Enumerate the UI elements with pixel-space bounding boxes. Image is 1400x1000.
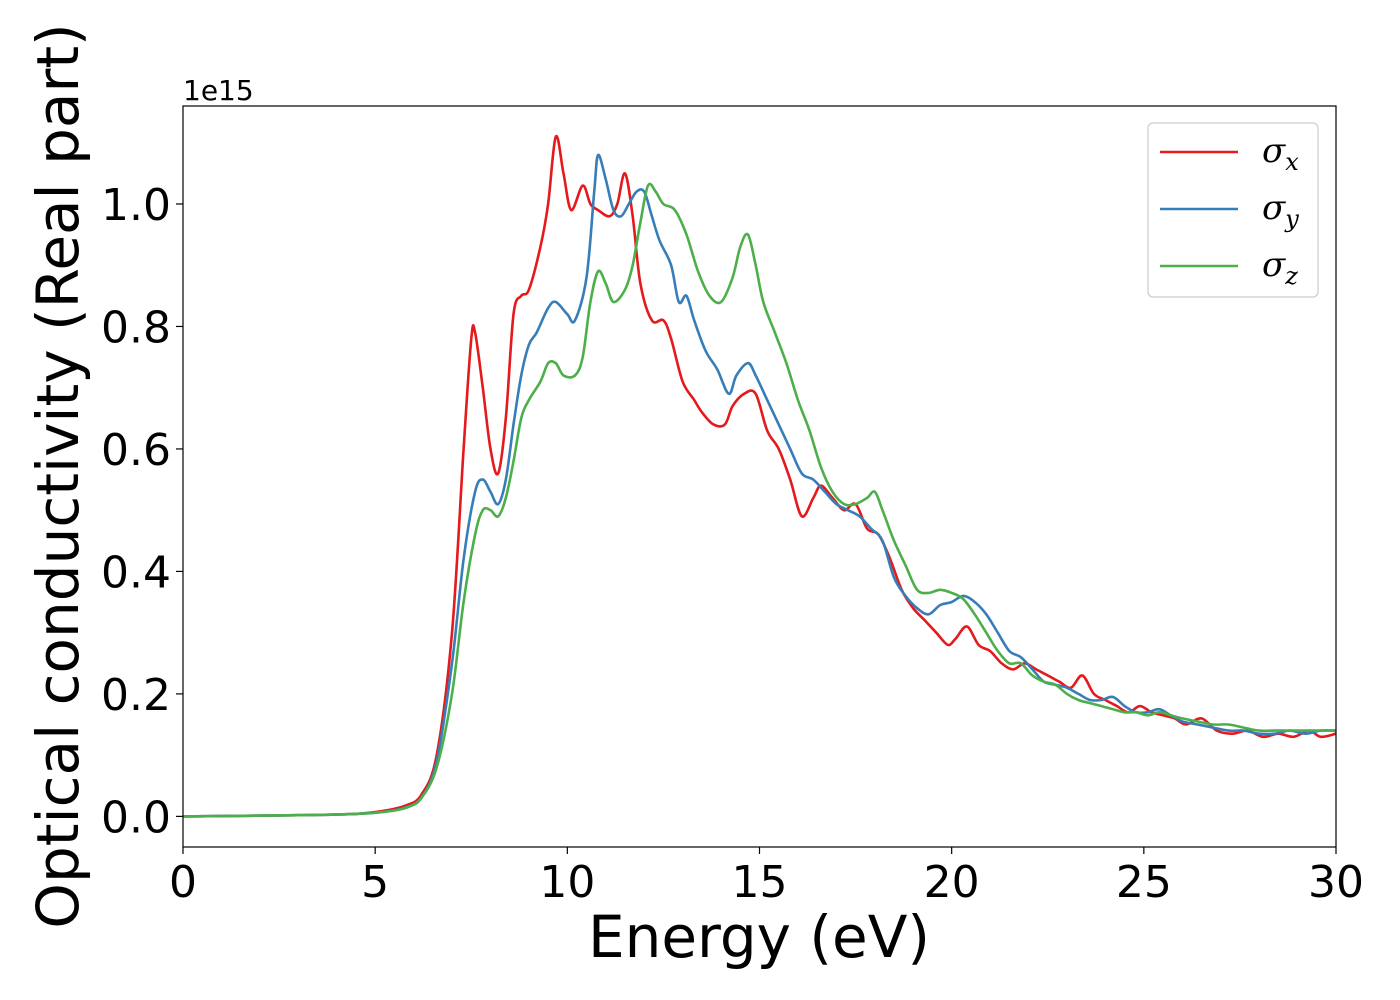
x-axis-title: Energy (eV) [588, 903, 930, 971]
y-tick-label: 0.2 [101, 670, 171, 721]
x-tick-label: 0 [169, 857, 197, 908]
x-tick-label: 15 [732, 857, 788, 908]
x-tick-label: 20 [924, 857, 980, 908]
series-line-y [182, 153, 1337, 818]
x-axis-ticks: 0 5 10 15 20 25 30 [169, 847, 1364, 908]
y-axis-title: Optical conductivity (Real part) [24, 23, 92, 928]
series-layer [182, 134, 1337, 818]
x-tick-label: 25 [1116, 857, 1172, 908]
y-offset-label: 1e15 [183, 74, 254, 107]
x-tick-label: 5 [361, 857, 389, 908]
y-tick-label: 0.4 [101, 547, 171, 598]
y-axis-ticks: 0.0 0.2 0.4 0.6 0.8 1.0 [101, 180, 183, 843]
x-tick-label: 10 [539, 857, 595, 908]
plot-area [183, 106, 1336, 847]
y-tick-label: 0.6 [101, 425, 171, 476]
y-tick-label: 0.8 [101, 302, 171, 353]
y-tick-label: 0.0 [101, 792, 171, 843]
x-tick-label: 30 [1308, 857, 1364, 908]
y-tick-label: 1.0 [101, 180, 171, 231]
series-line-z [182, 182, 1336, 818]
